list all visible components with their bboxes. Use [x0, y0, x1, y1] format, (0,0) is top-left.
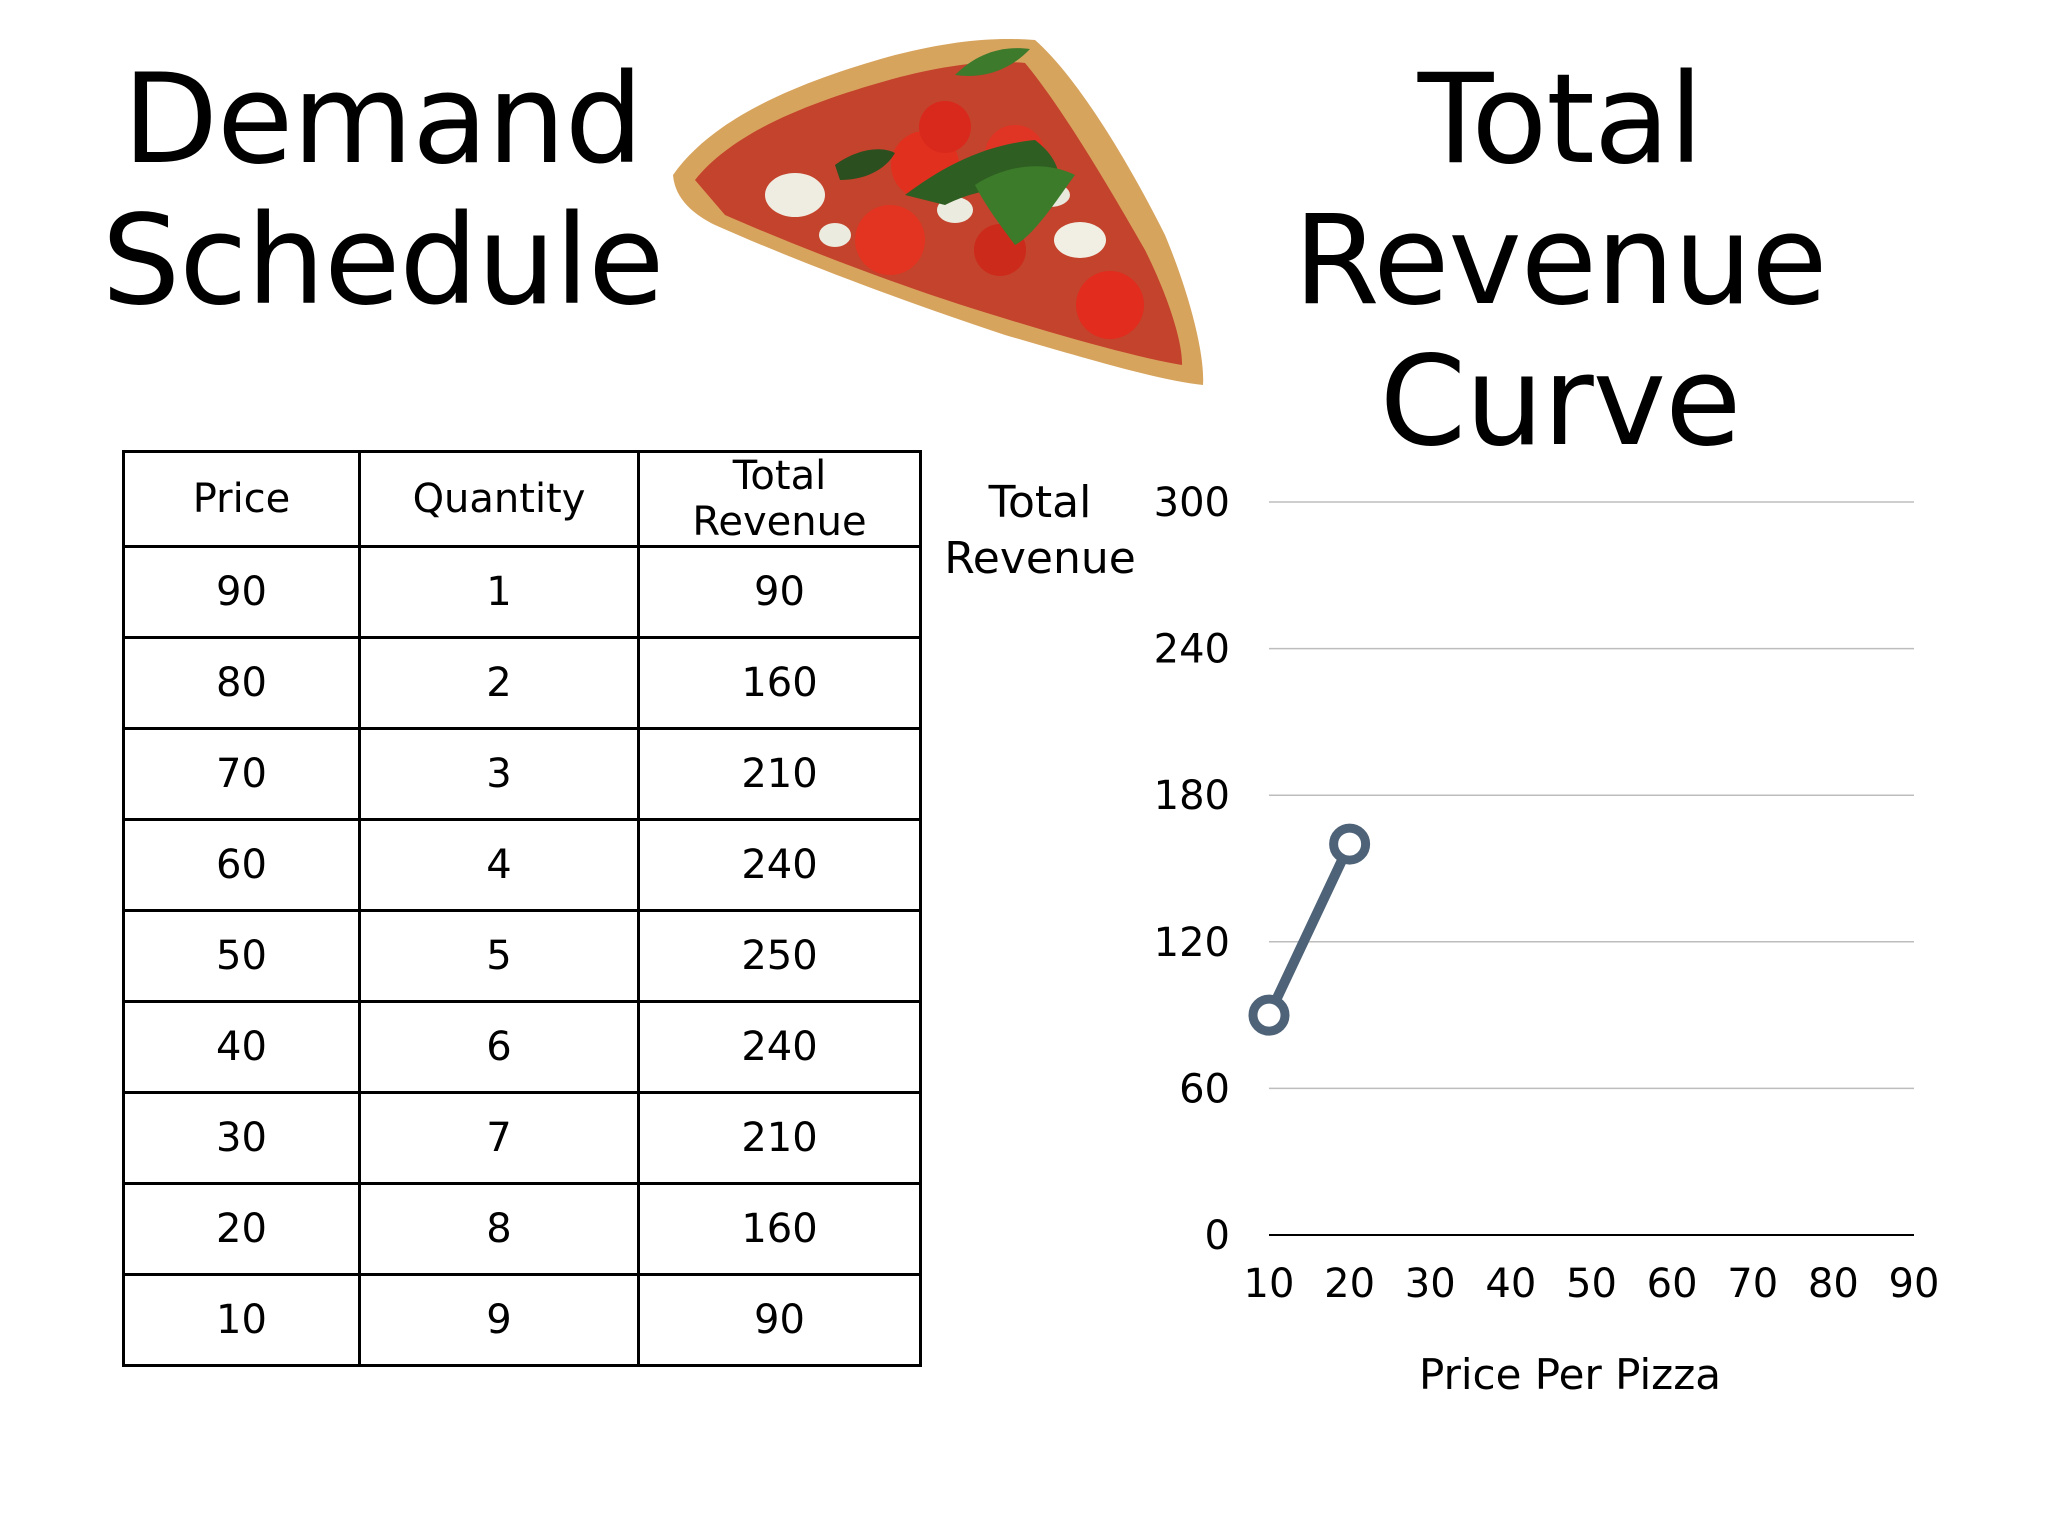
price-cell: 70	[122, 727, 361, 821]
header-total-revenue: Total Revenue	[637, 450, 922, 548]
table-row: 10 9 90	[122, 1273, 922, 1367]
quantity-cell: 3	[358, 727, 640, 821]
quantity-cell: 1	[358, 545, 640, 639]
x-tick-label: 30	[1405, 1261, 1456, 1307]
demand-schedule-table: Price Quantity Total Revenue 90 1 90 80 …	[122, 450, 922, 1367]
price-cell: 10	[122, 1273, 361, 1367]
y-tick-label: 120	[1154, 920, 1230, 966]
total-revenue-cell: 210	[637, 727, 922, 821]
y-axis-label-line2: Revenue	[944, 533, 1136, 584]
table-row: 80 2 160	[122, 636, 922, 730]
table-header-row: Price Quantity Total Revenue	[122, 450, 922, 548]
total-revenue-cell: 90	[637, 1273, 922, 1367]
x-tick-label: 70	[1727, 1261, 1778, 1307]
table-row: 50 5 250	[122, 909, 922, 1003]
y-axis-label: Total Revenue	[940, 475, 1140, 587]
quantity-cell: 7	[358, 1091, 640, 1185]
quantity-cell: 4	[358, 818, 640, 912]
series-line	[1264, 839, 1355, 1021]
total-revenue-cell: 240	[637, 1000, 922, 1094]
table-row: 20 8 160	[122, 1182, 922, 1276]
x-tick-label: 60	[1647, 1261, 1698, 1307]
total-revenue-cell: 250	[637, 909, 922, 1003]
header-quantity: Quantity	[358, 450, 640, 548]
y-tick-label: 0	[1205, 1213, 1230, 1259]
x-tick-label: 20	[1324, 1261, 1375, 1307]
total-revenue-cell: 210	[637, 1091, 922, 1185]
data-point	[1248, 994, 1290, 1036]
quantity-cell: 5	[358, 909, 640, 1003]
x-tick-label: 90	[1889, 1261, 1940, 1307]
price-cell: 60	[122, 818, 361, 912]
y-tick-label: 60	[1179, 1066, 1230, 1112]
quantity-cell: 8	[358, 1182, 640, 1276]
x-axis-label: Price Per Pizza	[1419, 1350, 1721, 1399]
demand-schedule-title: Demand Schedule	[95, 50, 670, 332]
demand-schedule-title-line1: Demand	[122, 48, 644, 192]
price-cell: 20	[122, 1182, 361, 1276]
x-tick-label: 50	[1566, 1261, 1617, 1307]
pizza-slice-image	[673, 38, 1204, 385]
data-point	[1329, 823, 1371, 865]
table-row: 70 3 210	[122, 727, 922, 821]
total-revenue-cell: 160	[637, 636, 922, 730]
total-revenue-curve-title-line2: Curve	[1379, 330, 1742, 474]
demand-schedule-title-line2: Schedule	[101, 189, 665, 333]
header-price: Price	[122, 450, 361, 548]
price-cell: 30	[122, 1091, 361, 1185]
table-row: 30 7 210	[122, 1091, 922, 1185]
price-cell: 40	[122, 1000, 361, 1094]
price-cell: 90	[122, 545, 361, 639]
quantity-cell: 6	[358, 1000, 640, 1094]
y-tick-label: 300	[1154, 480, 1230, 526]
price-cell: 50	[122, 909, 361, 1003]
y-tick-label: 240	[1154, 627, 1230, 673]
quantity-cell: 9	[358, 1273, 640, 1367]
y-axis-label-line1: Total	[988, 477, 1092, 528]
total-revenue-curve-title: Total Revenue Curve	[1170, 50, 1950, 473]
table-row: 60 4 240	[122, 818, 922, 912]
x-tick-label: 10	[1244, 1261, 1295, 1307]
table-row: 90 1 90	[122, 545, 922, 639]
quantity-cell: 2	[358, 636, 640, 730]
total-revenue-curve-title-line1: Total Revenue	[1293, 48, 1827, 333]
table-row: 40 6 240	[122, 1000, 922, 1094]
total-revenue-cell: 90	[637, 545, 922, 639]
x-tick-label: 80	[1808, 1261, 1859, 1307]
price-cell: 80	[122, 636, 361, 730]
total-revenue-cell: 160	[637, 1182, 922, 1276]
x-tick-label: 40	[1485, 1261, 1536, 1307]
total-revenue-cell: 240	[637, 818, 922, 912]
y-tick-label: 180	[1154, 773, 1230, 819]
